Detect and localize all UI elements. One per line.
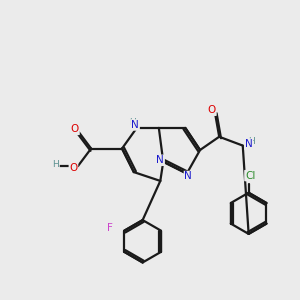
Text: O: O — [71, 124, 79, 134]
Text: N: N — [245, 139, 253, 149]
Text: H: H — [248, 137, 255, 146]
Text: F: F — [106, 223, 112, 233]
Text: O: O — [69, 163, 78, 173]
Text: O: O — [208, 105, 216, 115]
Text: N: N — [156, 155, 164, 165]
Text: N: N — [184, 172, 192, 182]
Text: Cl: Cl — [245, 171, 255, 181]
Text: H: H — [129, 118, 136, 127]
Text: N: N — [131, 120, 139, 130]
Text: H: H — [52, 160, 59, 169]
